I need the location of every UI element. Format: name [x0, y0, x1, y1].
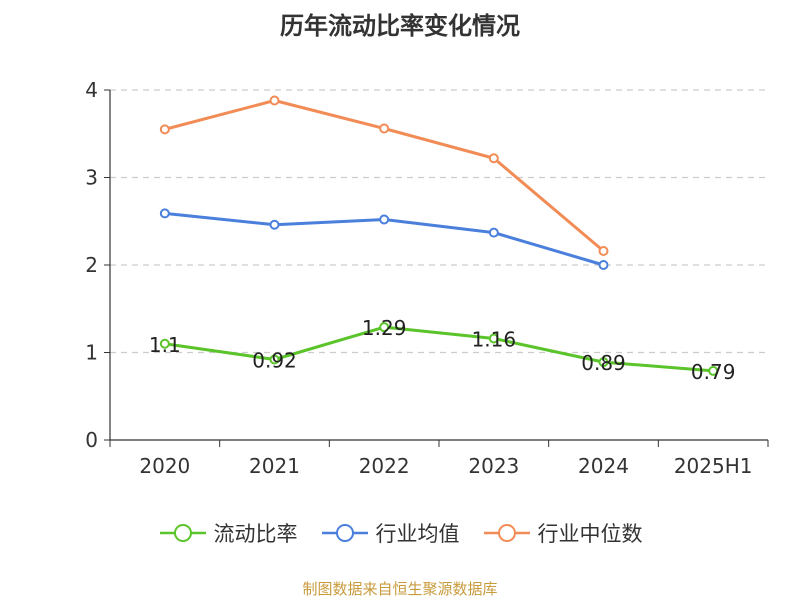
legend: 流动比率 行业均值 行业中位数 [0, 518, 800, 548]
y-tick-label: 1 [85, 341, 98, 365]
x-tick-label: 2023 [468, 454, 519, 478]
data-point [488, 227, 499, 238]
x-tick-label: 2025H1 [674, 454, 753, 478]
data-label: 1.1 [149, 333, 181, 357]
x-tick-label: 2020 [139, 454, 190, 478]
y-tick-label: 3 [85, 166, 98, 190]
data-point [159, 338, 170, 349]
data-point [269, 354, 280, 365]
data-point [269, 95, 280, 106]
x-tick-label: 2022 [359, 454, 410, 478]
data-point [379, 123, 390, 134]
data-label: 0.89 [581, 351, 626, 375]
data-point [488, 333, 499, 344]
legend-line-circle-icon [159, 524, 206, 542]
source-note: 制图数据来自恒生聚源数据库 [302, 580, 498, 598]
axes: 0 1 2 3 4 2020 2021 2022 2023 2024 2025H1 [85, 78, 769, 478]
legend-label: 行业中位数 [537, 522, 643, 546]
series-line [164, 325, 714, 373]
data-point [598, 357, 609, 368]
series-line [164, 99, 605, 253]
data-point [159, 124, 170, 135]
x-tick-label: 2021 [249, 454, 300, 478]
data-label: 0.79 [691, 360, 736, 384]
legend-item: 行业中位数 [482, 518, 643, 548]
data-point [379, 322, 390, 333]
data-label: 0.92 [252, 349, 297, 373]
series [159, 95, 719, 376]
data-point [379, 214, 390, 225]
data-point [598, 246, 609, 256]
gridlines [110, 89, 768, 354]
legend-label: 流动比率 [213, 522, 298, 546]
data-point [488, 153, 499, 164]
y-tick-label: 0 [85, 428, 98, 452]
data-point [708, 365, 719, 376]
legend-item: 流动比率 [158, 518, 298, 548]
y-tick-label: 4 [85, 78, 98, 102]
legend-label: 行业均值 [375, 522, 460, 546]
legend-line-circle-icon [321, 524, 368, 542]
data-labels: 1.1 0.92 1.29 1.16 0.89 0.79 [149, 316, 736, 384]
legend-line-circle-icon [483, 524, 530, 542]
data-point [269, 219, 280, 230]
data-label: 1.16 [472, 328, 517, 352]
legend-item: 行业均值 [320, 518, 460, 548]
chart-title: 历年流动比率变化情况 [280, 12, 520, 40]
data-point [159, 208, 170, 219]
data-point [598, 260, 609, 270]
x-tick-label: 2024 [578, 454, 629, 478]
y-tick-label: 2 [85, 253, 98, 277]
data-label: 1.29 [362, 316, 407, 340]
